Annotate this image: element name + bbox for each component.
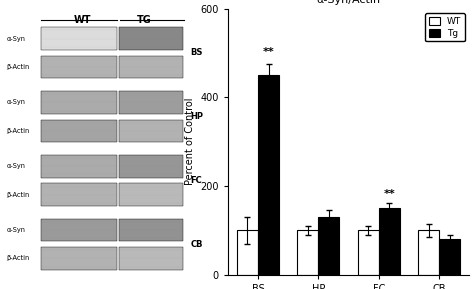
Bar [118, 27, 183, 50]
Text: β-Actin: β-Actin [7, 64, 30, 70]
Bar [41, 91, 117, 114]
Text: α-Syn: α-Syn [7, 163, 26, 169]
Bar [41, 27, 117, 50]
Text: CB: CB [191, 240, 203, 249]
Bar [41, 247, 117, 270]
Text: α-Syn: α-Syn [7, 99, 26, 105]
Bar [118, 120, 183, 142]
Bar [258, 75, 279, 275]
Bar [237, 230, 258, 275]
Text: FC: FC [191, 176, 202, 185]
Bar [41, 56, 117, 78]
Bar [357, 230, 379, 275]
Bar [41, 155, 117, 177]
Bar [118, 247, 183, 270]
Bar [118, 183, 183, 206]
Text: β-Actin: β-Actin [7, 192, 30, 198]
Bar [319, 217, 339, 275]
Text: β-Actin: β-Actin [7, 128, 30, 134]
Bar [41, 183, 117, 206]
Y-axis label: Percent of Control: Percent of Control [185, 98, 195, 185]
Bar [118, 155, 183, 177]
Text: α-Syn: α-Syn [7, 227, 26, 233]
Text: TG: TG [137, 15, 152, 25]
Bar [297, 230, 319, 275]
Text: α-Syn: α-Syn [7, 36, 26, 42]
Bar [418, 230, 439, 275]
Bar [41, 219, 117, 241]
Bar [439, 239, 460, 275]
Bar [379, 208, 400, 275]
Bar [41, 120, 117, 142]
Legend: WT, Tg: WT, Tg [425, 13, 465, 41]
Text: BS: BS [191, 48, 203, 57]
Bar [118, 219, 183, 241]
Text: β-Actin: β-Actin [7, 255, 30, 262]
Title: α-Syn/Actin: α-Syn/Actin [317, 0, 381, 5]
Text: **: ** [263, 47, 274, 58]
Text: HP: HP [191, 112, 203, 121]
Text: WT: WT [74, 15, 91, 25]
Bar [118, 56, 183, 78]
Bar [118, 91, 183, 114]
Text: **: ** [383, 189, 395, 199]
